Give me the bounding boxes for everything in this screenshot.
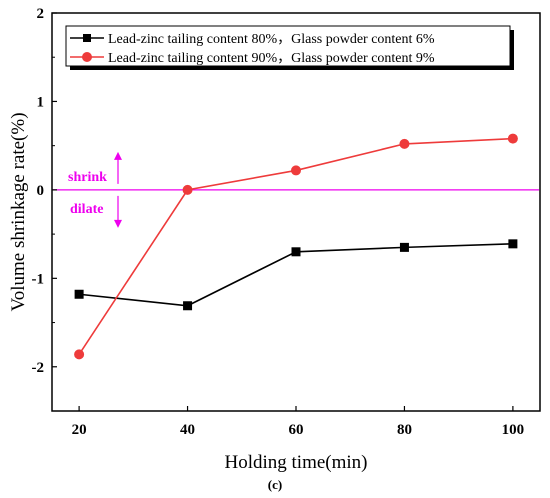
- dilate-label: dilate: [70, 202, 103, 217]
- legend-label-series-1: Lead-zinc tailing content 80%，Glass powd…: [108, 32, 435, 47]
- y-axis-ticks: -2 -1 0 1 2: [32, 6, 57, 412]
- shrink-arrow-icon: [114, 151, 122, 184]
- series-1-point: [183, 301, 193, 311]
- x-tick-label: 100: [502, 422, 525, 438]
- plot-frame: [51, 12, 541, 412]
- series-2-point: [291, 165, 301, 176]
- series-1-point: [508, 239, 518, 249]
- x-axis-title: Holding time(min): [224, 452, 367, 473]
- series-2-point: [507, 133, 518, 144]
- y-tick-label: -1: [32, 271, 45, 287]
- x-tick-label: 20: [72, 422, 87, 438]
- legend-marker-series-1: [83, 34, 91, 42]
- x-tick-label: 40: [180, 422, 195, 438]
- arrow-head: [114, 151, 122, 160]
- dilate-arrow-icon: [114, 195, 122, 228]
- y-axis-title: Volume shrinkage rate(%): [8, 112, 29, 311]
- legend-label-series-2: Lead-zinc tailing content 90%，Glass powd…: [108, 51, 435, 66]
- series-1-point: [291, 247, 301, 257]
- arrow-head: [114, 219, 122, 228]
- series-2-point: [399, 138, 410, 149]
- y-tick-label: 0: [37, 183, 45, 199]
- series-layer: [74, 133, 518, 360]
- y-tick-label: 2: [37, 6, 45, 22]
- y-tick-label: -2: [32, 360, 45, 376]
- x-tick-label: 60: [289, 422, 304, 438]
- legend-box: [65, 25, 511, 67]
- series-1-point: [399, 242, 409, 252]
- legend: Lead-zinc tailing content 80%，Glass powd…: [65, 25, 511, 67]
- series-2-point: [74, 349, 85, 360]
- figure-caption: (c): [268, 477, 282, 492]
- legend-marker-series-2: [82, 52, 92, 62]
- series-2-point: [182, 184, 193, 195]
- x-axis-ticks: 20 40 60 80 100: [72, 406, 525, 438]
- y-tick-label: 1: [37, 94, 45, 110]
- shrink-label: shrink: [68, 170, 107, 185]
- x-tick-label: 80: [397, 422, 412, 438]
- series-1-point: [74, 289, 84, 299]
